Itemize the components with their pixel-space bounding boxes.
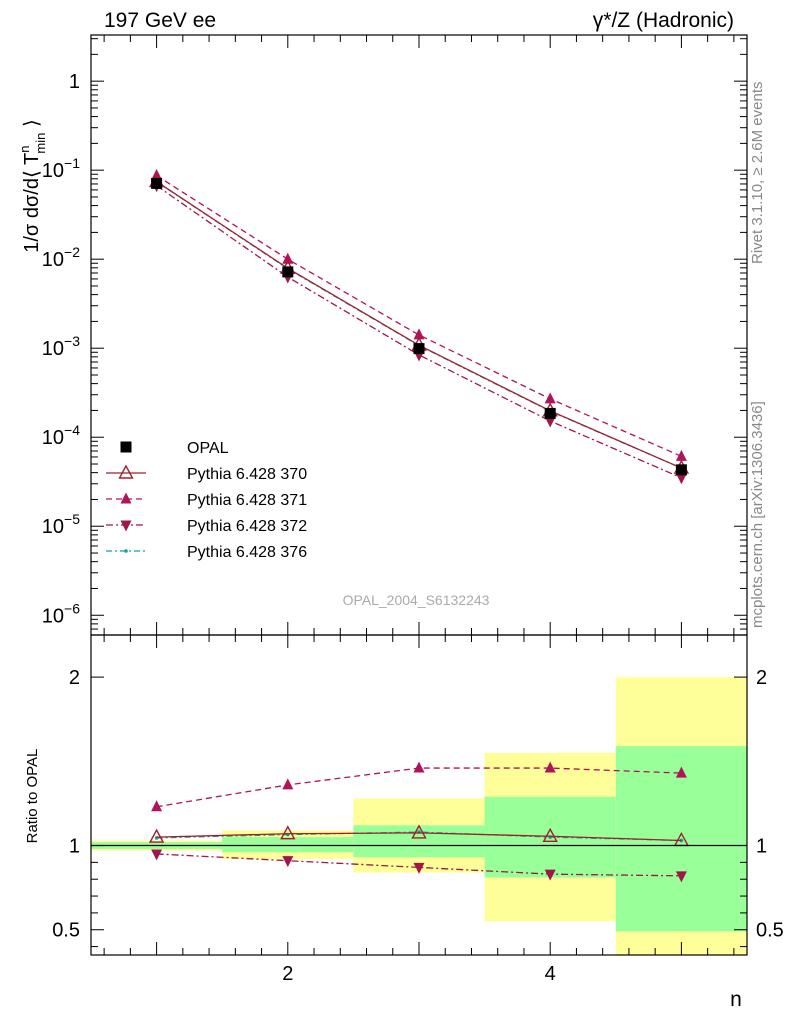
- series-point-pythia-6-428-372: [544, 416, 556, 428]
- series-line-pythia-6-428-372: [156, 853, 682, 877]
- series-point-pythia-6-428-371: [413, 761, 425, 773]
- ratio-panel-series: [148, 761, 690, 883]
- ratio-panel-frame: [90, 634, 748, 956]
- main-ytick-label-base: 10: [42, 338, 64, 360]
- main-ytick-label-base: 10: [42, 427, 64, 449]
- legend-marker-pythia-6-428-372: [120, 520, 132, 532]
- main-ytick-label-base: 10: [42, 605, 64, 627]
- series-point-pythia-6-428-371: [675, 766, 687, 778]
- series-point-pythia-6-428-372: [282, 856, 294, 868]
- header-right-label: γ*/Z (Hadronic): [593, 9, 734, 32]
- legend-label-pythia-6-428-370: Pythia 6.428 370: [187, 466, 307, 483]
- series-line-pythia-6-428-376: [156, 181, 682, 469]
- series-line-pythia-6-428-370: [156, 832, 682, 842]
- legend-label-pythia-6-428-376: Pythia 6.428 376: [187, 544, 307, 561]
- ratio-ytick-label-right: 2: [756, 667, 767, 689]
- series-point-pythia-6-428-371: [282, 778, 294, 790]
- ratio-ytick-label-right: 1: [756, 836, 767, 858]
- axis-ticks: [91, 35, 747, 955]
- series-point-opal: [282, 266, 294, 278]
- legend-marker-pythia-6-428-370: [118, 464, 134, 479]
- band-inner-2: [222, 837, 354, 853]
- series-point-pythia-6-428-371: [544, 761, 556, 773]
- legend-label-pythia-6-428-371: Pythia 6.428 371: [187, 492, 307, 509]
- main-ylabel-sub: min: [33, 133, 48, 154]
- main-ytick-label-exp: −5: [64, 511, 80, 527]
- main-ytick-label-exp: −1: [64, 155, 80, 171]
- main-ytick-label-base: 10: [42, 160, 64, 182]
- legend-marker-pythia-6-428-371: [120, 492, 132, 504]
- ratio-xtick-label: 2: [282, 963, 293, 985]
- main-ytick-label-exp: −4: [64, 422, 80, 438]
- series-point-pythia-6-428-372: [151, 849, 163, 861]
- ratio-ytick-label: 1: [69, 836, 80, 858]
- series-point-pythia-6-428-372: [675, 473, 687, 485]
- series-line-pythia-6-428-371: [156, 175, 682, 457]
- main-ytick-label: 1: [69, 71, 80, 93]
- main-ytick-label: 10−1: [42, 155, 80, 182]
- main-ytick-label: 10−2: [42, 244, 80, 271]
- series-line-pythia-6-428-370: [156, 181, 682, 469]
- series-point-pythia-6-428-370: [411, 824, 427, 839]
- analysis-watermark: OPAL_2004_S6132243: [343, 592, 490, 608]
- series-point-pythia-6-428-371: [151, 800, 163, 812]
- main-ytick-label: 10−4: [42, 422, 80, 449]
- ratio-ylabel: Ratio to OPAL: [24, 749, 41, 844]
- legend-label-opal: OPAL: [187, 440, 229, 457]
- main-ytick-label: 10−3: [42, 333, 80, 360]
- main-ytick-label-base: 10: [42, 249, 64, 271]
- series-point-pythia-6-428-371: [675, 449, 687, 461]
- main-ytick-label-exp: −2: [64, 244, 80, 260]
- ratio-ytick-label-right: 0.5: [756, 920, 784, 942]
- series-point-pythia-6-428-371: [413, 328, 425, 340]
- mcplots-label: mcplots.cern.ch [arXiv:1306.3436]: [749, 401, 766, 628]
- ratio-uncertainty-bands: [91, 677, 747, 955]
- ratio-ytick-label: 2: [69, 667, 80, 689]
- series-point-pythia-6-428-370: [148, 828, 165, 843]
- main-ylabel-pre: 1/σ dσ/d⟨ T: [21, 153, 43, 253]
- series-point-pythia-6-428-371: [544, 392, 556, 404]
- series-point-pythia-6-428-371: [282, 252, 294, 264]
- main-ytick-label-exp: −6: [64, 600, 80, 616]
- main-ytick-label-exp: −3: [64, 333, 80, 349]
- series-point-pythia-6-428-370: [280, 825, 296, 840]
- ratio-ytick-label: 0.5: [52, 920, 80, 942]
- header-left-label: 197 GeV ee: [104, 9, 216, 32]
- band-inner-3: [353, 825, 485, 858]
- main-panel-series: [148, 169, 690, 485]
- main-ytick-label: 10−6: [42, 600, 80, 627]
- rivet-label: Rivet 3.1.10, ≥ 2.6M events: [749, 82, 766, 265]
- series-point-pythia-6-428-372: [544, 869, 556, 881]
- series-point-opal: [544, 407, 556, 419]
- main-ytick-label-base: 10: [42, 516, 64, 538]
- main-ylabel-post: ⟩: [21, 119, 43, 132]
- series-point-pythia-6-428-370: [542, 827, 558, 842]
- series-point-opal: [151, 177, 163, 189]
- series-point-pythia-6-428-372: [413, 862, 425, 874]
- series-line-pythia-6-428-372: [156, 185, 682, 479]
- legend-marker-opal: [120, 441, 132, 453]
- legend: OPAL Pythia 6.428 370 Pythia 6.428 371 Pyth…: [106, 440, 307, 561]
- series-point-opal: [675, 464, 687, 476]
- axis-tick-labels: 110−110−210−310−410−510−62 42 21 10.5 0.5: [42, 71, 784, 985]
- legend-marker-pythia-6-428-376: [124, 549, 128, 553]
- ratio-xtick-label: 4: [545, 963, 556, 985]
- series-point-pythia-6-428-372: [675, 871, 687, 883]
- main-ytick-label: 10−5: [42, 511, 80, 538]
- main-ylabel: 1/σ dσ/d⟨ Tnmin ⟩: [17, 119, 48, 253]
- main-ylabel-sup: n: [17, 146, 32, 153]
- legend-label-pythia-6-428-372: Pythia 6.428 372: [187, 518, 307, 535]
- x-axis-label: n: [730, 988, 742, 1011]
- series-point-opal: [413, 343, 425, 355]
